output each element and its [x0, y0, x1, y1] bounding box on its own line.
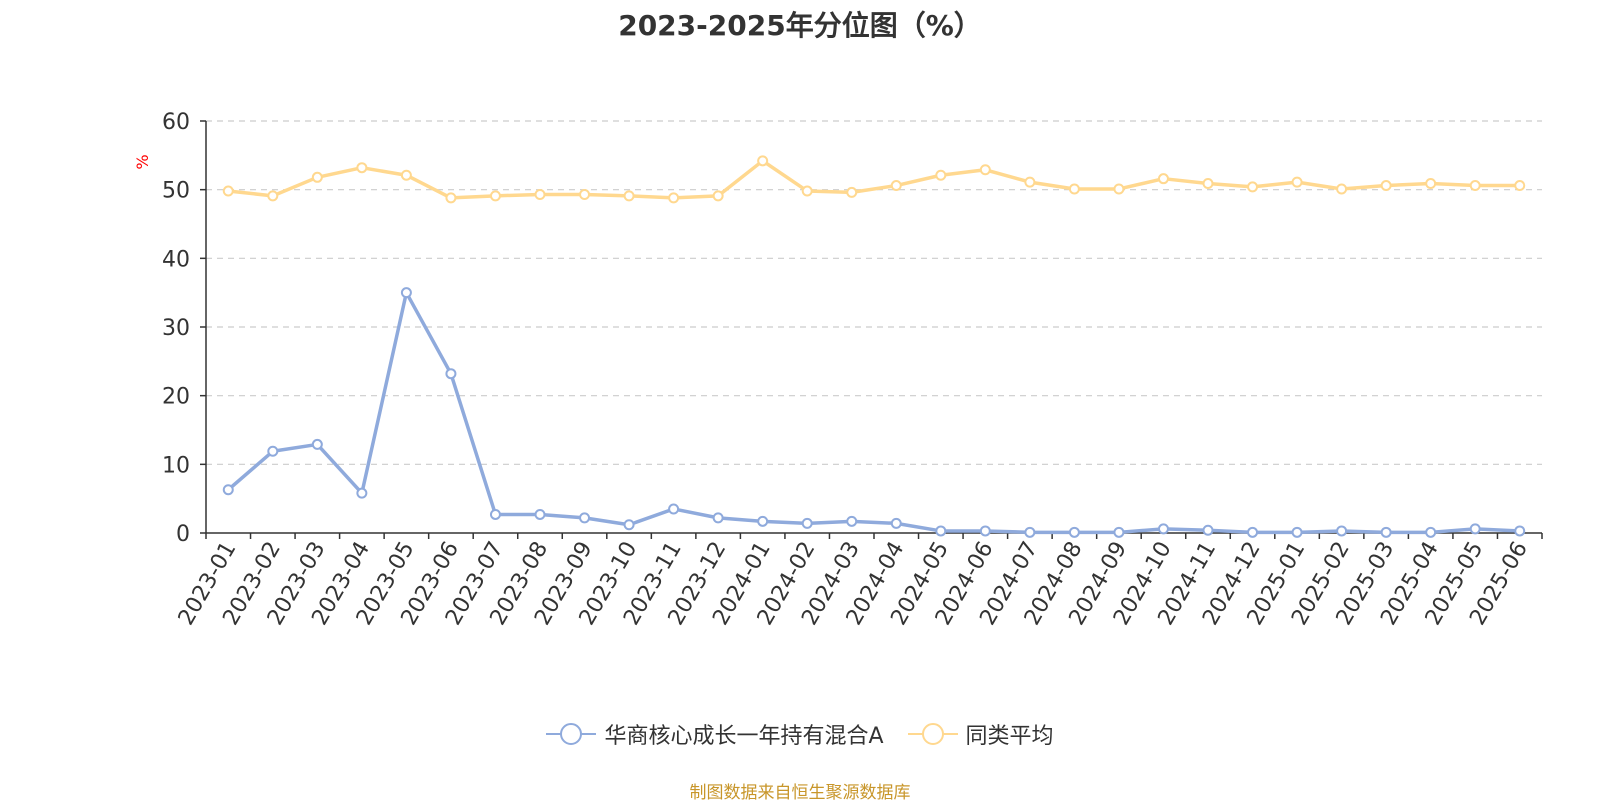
data-point — [1291, 176, 1303, 188]
y-tick-label: 30 — [162, 316, 190, 341]
data-point — [1336, 525, 1348, 537]
data-point — [445, 368, 457, 380]
data-point — [222, 185, 234, 197]
data-point — [979, 164, 991, 176]
data-point — [534, 508, 546, 520]
legend: 华商核心成长一年持有混合A 同类平均 — [0, 718, 1600, 750]
data-point — [846, 186, 858, 198]
data-point — [1024, 176, 1036, 188]
data-point — [1068, 183, 1080, 195]
data-point — [1247, 526, 1259, 538]
data-point — [1336, 183, 1348, 195]
data-point — [1514, 180, 1526, 192]
data-point — [935, 525, 947, 537]
data-point — [1202, 177, 1214, 189]
data-point — [623, 190, 635, 202]
data-point — [356, 162, 368, 174]
y-tick-label: 40 — [162, 247, 190, 272]
data-point — [222, 484, 234, 496]
source-footer: 制图数据来自恒生聚源数据库 — [689, 783, 911, 803]
y-tick-label: 50 — [162, 179, 190, 204]
y-tick-label: 0 — [176, 522, 190, 547]
legend-label: 同类平均 — [965, 724, 1054, 749]
data-point — [1113, 526, 1125, 538]
data-point — [1425, 526, 1437, 538]
y-axis-unit-label: % — [133, 154, 152, 169]
legend-line-circle-icon — [546, 723, 597, 745]
data-point — [890, 180, 902, 192]
data-point — [1157, 173, 1169, 185]
data-point — [267, 445, 279, 457]
data-point — [1247, 181, 1259, 193]
data-point — [757, 515, 769, 527]
legend-label: 华商核心成长一年持有混合A — [604, 724, 884, 749]
data-point — [846, 515, 858, 527]
chart-title: 2023-2025年分位图（%） — [618, 9, 982, 42]
series-line-1 — [228, 159, 1520, 200]
y-tick-label: 20 — [162, 385, 190, 410]
legend-item[interactable]: 同类平均 — [907, 718, 1054, 750]
data-point — [579, 188, 591, 200]
data-point — [668, 503, 680, 515]
series-points — [222, 155, 1526, 538]
data-point — [1469, 180, 1481, 192]
data-point — [400, 169, 412, 181]
data-point — [579, 512, 591, 524]
data-point — [489, 508, 501, 520]
y-tick-label: 60 — [162, 110, 190, 135]
data-point — [1113, 183, 1125, 195]
data-point — [801, 185, 813, 197]
data-point — [1469, 523, 1481, 535]
data-point — [801, 517, 813, 529]
legend-item[interactable]: 华商核心成长一年持有混合A — [546, 718, 884, 750]
data-point — [1024, 526, 1036, 538]
data-point — [757, 155, 769, 167]
data-point — [1425, 177, 1437, 189]
data-point — [1291, 526, 1303, 538]
data-point — [712, 512, 724, 524]
data-point — [712, 190, 724, 202]
data-point — [623, 519, 635, 531]
data-point — [311, 171, 323, 183]
data-point — [1202, 524, 1214, 536]
data-point — [356, 487, 368, 499]
data-point — [489, 190, 501, 202]
data-point — [1514, 525, 1526, 537]
data-point — [445, 192, 457, 204]
data-point — [979, 525, 991, 537]
data-point — [668, 192, 680, 204]
gridlines — [206, 120, 1542, 465]
data-point — [400, 287, 412, 299]
data-point — [267, 190, 279, 202]
series-line-0 — [227, 290, 1520, 535]
data-point — [935, 169, 947, 181]
data-point — [890, 517, 902, 529]
data-point — [311, 438, 323, 450]
data-point — [1380, 180, 1392, 192]
data-point — [534, 188, 546, 200]
data-point — [1068, 526, 1080, 538]
y-tick-label: 10 — [162, 453, 190, 478]
legend-line-circle-icon — [907, 723, 958, 745]
data-point — [1380, 526, 1392, 538]
data-point — [1157, 523, 1169, 535]
series-lines — [227, 159, 1520, 535]
